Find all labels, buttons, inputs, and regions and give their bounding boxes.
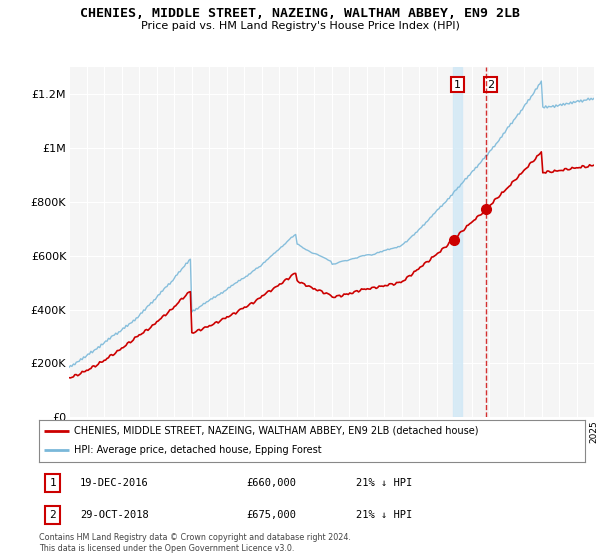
Text: CHENIES, MIDDLE STREET, NAZEING, WALTHAM ABBEY, EN9 2LB (detached house): CHENIES, MIDDLE STREET, NAZEING, WALTHAM… — [74, 426, 479, 436]
Text: 2: 2 — [487, 80, 494, 90]
Text: 19-DEC-2016: 19-DEC-2016 — [80, 478, 149, 488]
Text: 2: 2 — [49, 510, 56, 520]
Text: HPI: Average price, detached house, Epping Forest: HPI: Average price, detached house, Eppi… — [74, 445, 322, 455]
Text: Price paid vs. HM Land Registry's House Price Index (HPI): Price paid vs. HM Land Registry's House … — [140, 21, 460, 31]
Text: 29-OCT-2018: 29-OCT-2018 — [80, 510, 149, 520]
Text: 21% ↓ HPI: 21% ↓ HPI — [356, 510, 412, 520]
Text: CHENIES, MIDDLE STREET, NAZEING, WALTHAM ABBEY, EN9 2LB: CHENIES, MIDDLE STREET, NAZEING, WALTHAM… — [80, 7, 520, 20]
Bar — [454, 67, 462, 417]
Text: 21% ↓ HPI: 21% ↓ HPI — [356, 478, 412, 488]
Text: 1: 1 — [49, 478, 56, 488]
Text: 1: 1 — [454, 80, 461, 90]
Text: £675,000: £675,000 — [247, 510, 296, 520]
Text: £660,000: £660,000 — [247, 478, 296, 488]
Text: Contains HM Land Registry data © Crown copyright and database right 2024.
This d: Contains HM Land Registry data © Crown c… — [39, 533, 351, 553]
